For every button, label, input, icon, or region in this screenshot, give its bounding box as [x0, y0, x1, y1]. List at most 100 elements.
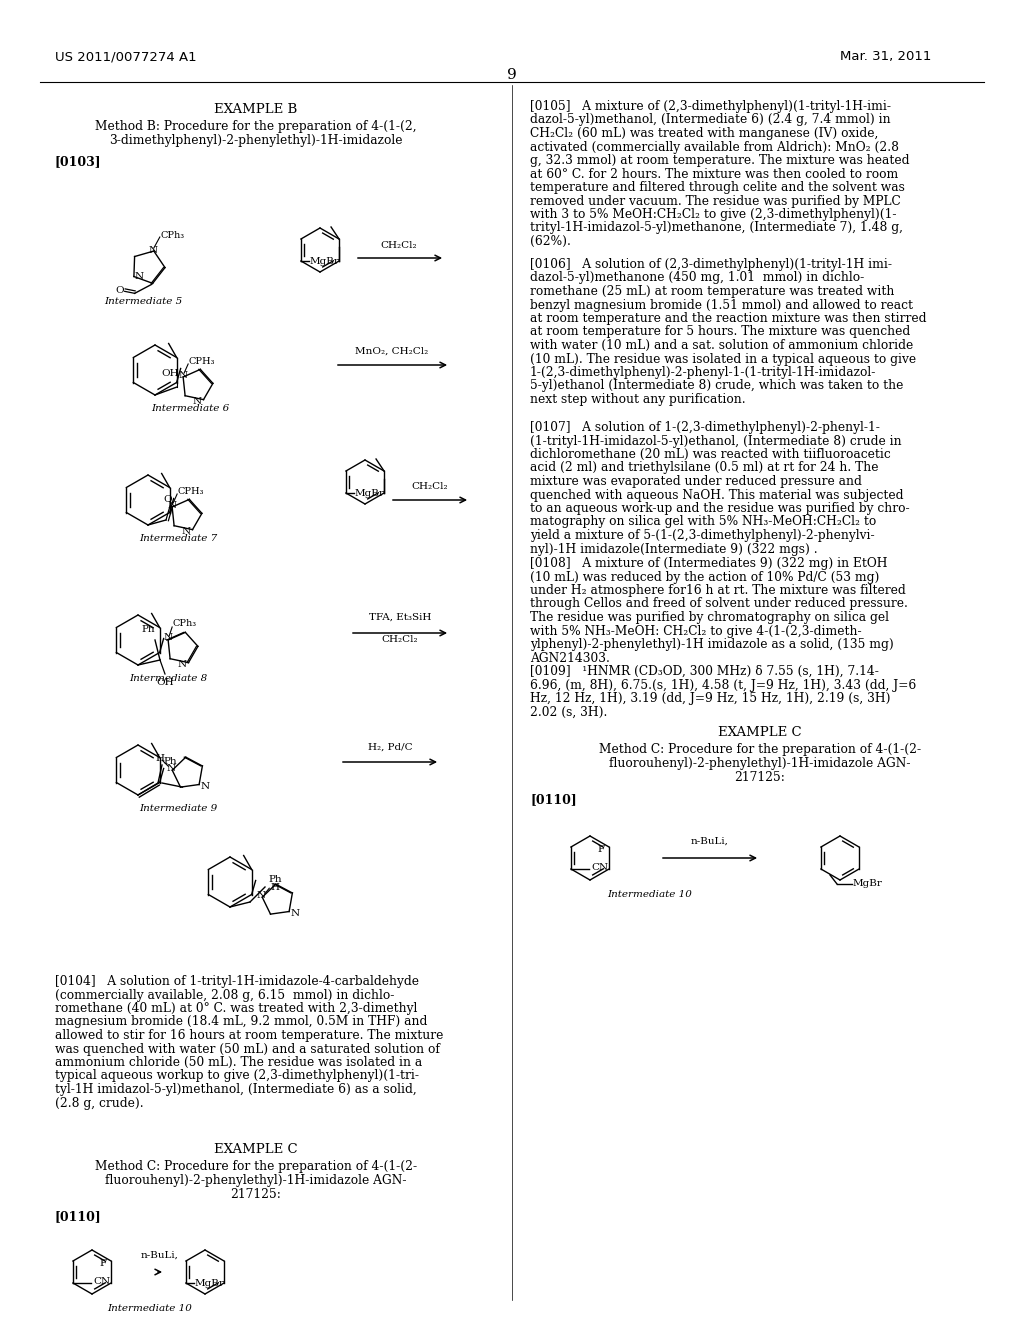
Text: AGN214303.: AGN214303.	[530, 652, 610, 664]
Text: [0110]: [0110]	[55, 1210, 101, 1224]
Text: nyl)-1H imidazole(Intermediate 9) (322 mgs) .: nyl)-1H imidazole(Intermediate 9) (322 m…	[530, 543, 817, 556]
Text: CH₂Cl₂: CH₂Cl₂	[382, 635, 419, 644]
Text: EXAMPLE C: EXAMPLE C	[718, 726, 802, 739]
Text: at room temperature for 5 hours. The mixture was quenched: at room temperature for 5 hours. The mix…	[530, 326, 910, 338]
Text: Method B: Procedure for the preparation of 4-(1-(2,: Method B: Procedure for the preparation …	[95, 120, 417, 133]
Text: O: O	[116, 286, 124, 294]
Text: under H₂ atmosphere for16 h at rt. The mixture was filtered: under H₂ atmosphere for16 h at rt. The m…	[530, 583, 906, 597]
Text: [0105]   A mixture of (2,3-dimethylphenyl)(1-trityl-1H-imi-: [0105] A mixture of (2,3-dimethylphenyl)…	[530, 100, 891, 114]
Text: Mar. 31, 2011: Mar. 31, 2011	[840, 50, 932, 63]
Text: matography on silica gel with 5% NH₃-MeOH:CH₂Cl₂ to: matography on silica gel with 5% NH₃-MeO…	[530, 516, 877, 528]
Text: F: F	[598, 845, 605, 854]
Text: N: N	[200, 781, 209, 791]
Text: EXAMPLE B: EXAMPLE B	[214, 103, 298, 116]
Text: activated (commercially available from Aldrich): MnO₂ (2.8: activated (commercially available from A…	[530, 140, 899, 153]
Text: EXAMPLE C: EXAMPLE C	[214, 1143, 298, 1156]
Text: H: H	[156, 754, 165, 763]
Text: N: N	[148, 246, 158, 255]
Text: CH₂Cl₂: CH₂Cl₂	[412, 482, 449, 491]
Text: N: N	[193, 397, 202, 407]
Text: (commercially available, 2.08 g, 6.15  mmol) in dichlo-: (commercially available, 2.08 g, 6.15 mm…	[55, 989, 394, 1002]
Text: MgBr: MgBr	[195, 1279, 225, 1287]
Text: romethane (25 mL) at room temperature was treated with: romethane (25 mL) at room temperature wa…	[530, 285, 894, 298]
Text: (10 mL). The residue was isolated in a typical aqueous to give: (10 mL). The residue was isolated in a t…	[530, 352, 916, 366]
Text: 9: 9	[507, 69, 517, 82]
Text: O: O	[164, 495, 172, 504]
Text: magnesium bromide (18.4 mL, 9.2 mmol, 0.5M in THF) and: magnesium bromide (18.4 mL, 9.2 mmol, 0.…	[55, 1015, 427, 1028]
Text: 2.02 (s, 3H).: 2.02 (s, 3H).	[530, 705, 607, 718]
Text: temperature and filtered through celite and the solvent was: temperature and filtered through celite …	[530, 181, 905, 194]
Text: Intermediate 5: Intermediate 5	[103, 297, 182, 306]
Text: Intermediate 10: Intermediate 10	[607, 890, 692, 899]
Text: with 5% NH₃-MeOH: CH₂Cl₂ to give 4-(1-(2,3-dimeth-: with 5% NH₃-MeOH: CH₂Cl₂ to give 4-(1-(2…	[530, 624, 861, 638]
Text: with water (10 mL) and a sat. solution of ammonium chloride: with water (10 mL) and a sat. solution o…	[530, 339, 913, 352]
Text: ylphenyl)-2-phenylethyl)-1H imidazole as a solid, (135 mg): ylphenyl)-2-phenylethyl)-1H imidazole as…	[530, 638, 894, 651]
Text: Intermediate 7: Intermediate 7	[139, 535, 217, 543]
Text: Ph: Ph	[141, 624, 155, 634]
Text: (10 mL) was reduced by the action of 10% Pd/C (53 mg): (10 mL) was reduced by the action of 10%…	[530, 570, 880, 583]
Text: Hz, 12 Hz, 1H), 3.19 (dd, J=9 Hz, 15 Hz, 1H), 2.19 (s, 3H): Hz, 12 Hz, 1H), 3.19 (dd, J=9 Hz, 15 Hz,…	[530, 692, 891, 705]
Text: The residue was purified by chromatography on silica gel: The residue was purified by chromatograp…	[530, 611, 889, 624]
Text: OH: OH	[161, 368, 179, 378]
Text: [0108]   A mixture of (Intermediates 9) (322 mg) in EtOH: [0108] A mixture of (Intermediates 9) (3…	[530, 557, 888, 570]
Text: dichloromethane (20 mL) was reacted with tiifluoroacetic: dichloromethane (20 mL) was reacted with…	[530, 447, 891, 461]
Text: next step without any purification.: next step without any purification.	[530, 393, 745, 407]
Text: 3-dimethylphenyl)-2-phenylethyl)-1H-imidazole: 3-dimethylphenyl)-2-phenylethyl)-1H-imid…	[110, 135, 402, 147]
Text: g, 32.3 mmol) at room temperature. The mixture was heated: g, 32.3 mmol) at room temperature. The m…	[530, 154, 909, 168]
Text: 5-yl)ethanol (Intermediate 8) crude, which was taken to the: 5-yl)ethanol (Intermediate 8) crude, whi…	[530, 380, 903, 392]
Text: H: H	[270, 883, 280, 892]
Text: (62%).: (62%).	[530, 235, 570, 248]
Text: CPh₃: CPh₃	[172, 619, 197, 628]
Text: N: N	[168, 500, 177, 510]
Text: 217125:: 217125:	[230, 1188, 282, 1201]
Text: yield a mixture of 5-(1-(2,3-dimethylphenyl)-2-phenylvi-: yield a mixture of 5-(1-(2,3-dimethylphe…	[530, 529, 874, 543]
Text: CH₂Cl₂: CH₂Cl₂	[381, 242, 418, 249]
Text: Intermediate 8: Intermediate 8	[129, 675, 207, 682]
Text: Intermediate 6: Intermediate 6	[151, 404, 229, 413]
Text: 1-(2,3-dimethylphenyl)-2-phenyl-1-(1-trityl-1H-imidazol-: 1-(2,3-dimethylphenyl)-2-phenyl-1-(1-tri…	[530, 366, 877, 379]
Text: CPH₃: CPH₃	[177, 487, 204, 495]
Text: H₂, Pd/C: H₂, Pd/C	[368, 743, 413, 752]
Text: Intermediate 9: Intermediate 9	[139, 804, 217, 813]
Text: F: F	[100, 1258, 108, 1267]
Text: N: N	[135, 272, 144, 281]
Text: dazol-5-yl)methanone (450 mg, 1.01  mmol) in dichlo-: dazol-5-yl)methanone (450 mg, 1.01 mmol)…	[530, 272, 864, 285]
Text: trityl-1H-imidazol-5-yl)methanone, (Intermediate 7), 1.48 g,: trityl-1H-imidazol-5-yl)methanone, (Inte…	[530, 222, 903, 235]
Text: MgBr: MgBr	[853, 879, 883, 888]
Text: N: N	[257, 891, 266, 900]
Text: at 60° C. for 2 hours. The mixture was then cooled to room: at 60° C. for 2 hours. The mixture was t…	[530, 168, 898, 181]
Text: CPH₃: CPH₃	[188, 356, 215, 366]
Text: acid (2 ml) and triethylsilane (0.5 ml) at rt for 24 h. The: acid (2 ml) and triethylsilane (0.5 ml) …	[530, 462, 879, 474]
Text: Ph: Ph	[163, 756, 176, 766]
Text: CN: CN	[591, 863, 608, 873]
Text: dazol-5-yl)methanol, (Intermediate 6) (2.4 g, 7.4 mmol) in: dazol-5-yl)methanol, (Intermediate 6) (2…	[530, 114, 891, 127]
Text: ammonium chloride (50 mL). The residue was isolated in a: ammonium chloride (50 mL). The residue w…	[55, 1056, 422, 1069]
Text: OH: OH	[157, 678, 174, 686]
Text: at room temperature and the reaction mixture was then stirred: at room temperature and the reaction mix…	[530, 312, 927, 325]
Text: MnO₂, CH₂Cl₂: MnO₂, CH₂Cl₂	[355, 347, 429, 356]
Text: fluorouhenyl)-2-phenylethyl)-1H-imidazole AGN-: fluorouhenyl)-2-phenylethyl)-1H-imidazol…	[609, 756, 910, 770]
Text: mixture was evaporated under reduced pressure and: mixture was evaporated under reduced pre…	[530, 475, 862, 488]
Text: [0109]   ¹HNMR (CD₃OD, 300 MHz) δ 7.55 (s, 1H), 7.14-: [0109] ¹HNMR (CD₃OD, 300 MHz) δ 7.55 (s,…	[530, 665, 879, 678]
Text: tyl-1H imidazol-5-yl)methanol, (Intermediate 6) as a solid,: tyl-1H imidazol-5-yl)methanol, (Intermed…	[55, 1082, 417, 1096]
Text: 6.96, (m, 8H), 6.75.(s, 1H), 4.58 (t, J=9 Hz, 1H), 3.43 (dd, J=6: 6.96, (m, 8H), 6.75.(s, 1H), 4.58 (t, J=…	[530, 678, 916, 692]
Text: CH₂Cl₂ (60 mL) was treated with manganese (IV) oxide,: CH₂Cl₂ (60 mL) was treated with manganes…	[530, 127, 879, 140]
Text: romethane (40 mL) at 0° C. was treated with 2,3-dimethyl: romethane (40 mL) at 0° C. was treated w…	[55, 1002, 418, 1015]
Text: n-BuLi,: n-BuLi,	[691, 837, 729, 846]
Text: Method C: Procedure for the preparation of 4-(1-(2-: Method C: Procedure for the preparation …	[599, 743, 921, 756]
Text: removed under vacuum. The residue was purified by MPLC: removed under vacuum. The residue was pu…	[530, 194, 901, 207]
Text: CN: CN	[93, 1278, 110, 1287]
Text: MgBr: MgBr	[310, 256, 340, 265]
Text: to an aqueous work-up and the residue was purified by chro-: to an aqueous work-up and the residue wa…	[530, 502, 909, 515]
Text: quenched with aqueous NaOH. This material was subjected: quenched with aqueous NaOH. This materia…	[530, 488, 903, 502]
Text: n-BuLi,: n-BuLi,	[141, 1251, 179, 1261]
Text: (2.8 g, crude).: (2.8 g, crude).	[55, 1097, 143, 1110]
Text: 217125:: 217125:	[734, 771, 785, 784]
Text: [0103]: [0103]	[55, 154, 101, 168]
Text: N: N	[290, 909, 299, 917]
Text: MgBr: MgBr	[355, 488, 385, 498]
Text: was quenched with water (50 mL) and a saturated solution of: was quenched with water (50 mL) and a sa…	[55, 1043, 440, 1056]
Text: Method C: Procedure for the preparation of 4-(1-(2-: Method C: Procedure for the preparation …	[95, 1160, 417, 1173]
Text: [0106]   A solution of (2,3-dimethylphenyl)(1-trityl-1H imi-: [0106] A solution of (2,3-dimethylphenyl…	[530, 257, 892, 271]
Text: Ph: Ph	[268, 875, 282, 884]
